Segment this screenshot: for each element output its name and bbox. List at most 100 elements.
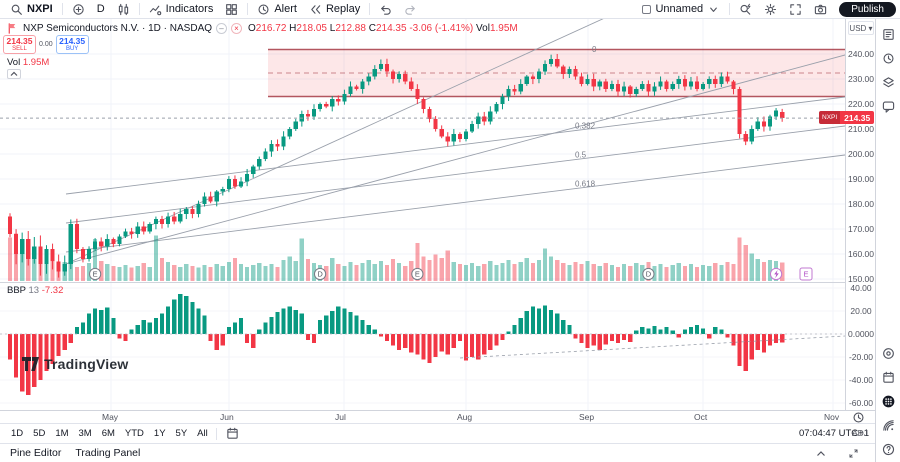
candle-body xyxy=(640,84,645,89)
timeframe-1m[interactable]: 1M xyxy=(50,427,73,440)
steep-trendline-2[interactable] xyxy=(65,51,845,265)
currency-button[interactable]: USD ▾ xyxy=(848,21,874,35)
price-axis[interactable]: USD ▾ 240.00 230.00 220.00 210.00 200.00 190.… xyxy=(845,19,875,410)
bbp-trendline[interactable] xyxy=(459,335,845,359)
adj-button[interactable]: ADJ xyxy=(851,428,869,438)
fib-line-0.618[interactable] xyxy=(65,154,845,253)
apps-button[interactable] xyxy=(880,394,896,410)
undo-button[interactable] xyxy=(373,1,398,17)
calendar-button[interactable] xyxy=(880,370,896,386)
timeframe-ytd[interactable]: YTD xyxy=(120,427,149,440)
screenshot-button[interactable] xyxy=(808,1,833,17)
go-to-date-button[interactable] xyxy=(220,426,245,442)
interval-button[interactable]: D xyxy=(91,1,111,17)
svg-text:D: D xyxy=(646,270,652,279)
hotlists-button[interactable] xyxy=(880,346,896,362)
fib-label: 0.5 xyxy=(575,151,587,160)
clock-text[interactable]: 07:04:47 UTC+1 xyxy=(799,428,869,439)
layout-name-button[interactable]: Unnamed xyxy=(636,1,726,17)
collapse-trade-panel-button[interactable] xyxy=(7,69,21,79)
volume-bar xyxy=(384,264,390,281)
month-label-jun: Jun xyxy=(220,412,234,422)
candle-body xyxy=(147,224,152,232)
volume-bar xyxy=(269,263,274,281)
quick-search-button[interactable] xyxy=(733,1,758,17)
timeframe-1d[interactable]: 1D xyxy=(6,427,28,440)
data-feed-button[interactable] xyxy=(880,418,896,434)
bbp-bar xyxy=(542,305,548,334)
timeframe-all[interactable]: All xyxy=(192,427,213,440)
bbp-bar xyxy=(147,322,152,334)
pine-editor-tab[interactable]: Pine Editor xyxy=(10,447,62,459)
legend-close-button[interactable]: × xyxy=(231,23,243,34)
bbp-bar xyxy=(384,334,390,341)
watchlist-button[interactable] xyxy=(880,27,896,43)
volume-bar xyxy=(463,264,469,281)
bbp-bar xyxy=(494,334,499,346)
timezone-clock-button[interactable] xyxy=(852,411,865,427)
help-button[interactable] xyxy=(880,442,896,458)
sell-button[interactable]: 214.35 SELL xyxy=(3,35,36,54)
bbp-bar xyxy=(117,334,122,339)
chat-button[interactable] xyxy=(880,99,896,115)
buy-button[interactable]: 214.35 BUY xyxy=(55,35,89,54)
candle-body xyxy=(664,81,669,89)
layout-grid-button[interactable] xyxy=(219,1,244,17)
legend-hide-button[interactable]: – xyxy=(216,23,228,34)
event-marker-D[interactable]: D xyxy=(313,267,327,281)
indicators-button[interactable]: Indicators xyxy=(143,1,220,17)
bbp-bar xyxy=(111,317,116,334)
signal-icon xyxy=(882,418,895,431)
timeframe-1y[interactable]: 1Y xyxy=(149,427,171,440)
steep-trendline-1[interactable] xyxy=(65,19,620,265)
candle-body xyxy=(38,246,43,264)
bbp-bar xyxy=(585,334,590,348)
bbp-bar xyxy=(299,313,304,334)
bbp-bar xyxy=(196,308,201,334)
flag-icon[interactable] xyxy=(6,22,19,35)
timeframe-3m[interactable]: 3M xyxy=(74,427,97,440)
alert-button[interactable]: Alert xyxy=(251,1,303,17)
candle-body xyxy=(117,236,122,244)
alerts-button[interactable] xyxy=(880,51,896,67)
redo-button[interactable] xyxy=(398,1,423,17)
fib-line-0.382[interactable] xyxy=(65,96,845,195)
symbol-search-button[interactable]: NXPI xyxy=(4,1,59,17)
symbol-legend[interactable]: NXP Semiconductors N.V. · 1D · NASDAQ – … xyxy=(6,22,518,35)
bbp-bar xyxy=(439,334,444,352)
candle-body xyxy=(360,81,365,89)
chart-style-button[interactable] xyxy=(111,1,136,17)
candle-body xyxy=(269,144,274,152)
time-axis[interactable]: May Jun Jul Aug Sep Oct Nov xyxy=(0,410,875,423)
event-marker-D[interactable]: D xyxy=(642,267,655,281)
event-marker-E[interactable]: E xyxy=(799,267,813,281)
bbp-bar xyxy=(658,329,663,334)
collapse-bottom-button[interactable] xyxy=(810,445,832,461)
volume-bar xyxy=(457,263,463,281)
bbp-bar xyxy=(530,306,535,334)
trading-panel-tab[interactable]: Trading Panel xyxy=(75,447,141,459)
candle-body xyxy=(427,109,432,119)
replay-button[interactable]: Replay xyxy=(303,1,366,17)
bbp-legend[interactable]: BBP 13 -7.32 xyxy=(7,285,64,296)
compare-button[interactable] xyxy=(66,1,91,17)
object-tree-button[interactable] xyxy=(880,75,896,91)
publish-button[interactable]: Publish xyxy=(839,1,896,17)
bbp-tick: -60.00 xyxy=(848,398,874,408)
timeframe-5y[interactable]: 5Y xyxy=(171,427,193,440)
candle-body xyxy=(208,196,213,202)
event-marker-E[interactable]: E xyxy=(89,267,102,281)
maximize-button[interactable] xyxy=(842,445,865,461)
timeframe-5d[interactable]: 5D xyxy=(28,427,50,440)
chart-area[interactable]: 0.382 0.5 0.618 0 E D E D E NXP Semiconductors N… xyxy=(0,19,845,410)
fullscreen-button[interactable] xyxy=(783,1,808,17)
settings-button[interactable] xyxy=(758,1,783,17)
timeframe-6m[interactable]: 6M xyxy=(97,427,120,440)
chart-canvas[interactable]: 0.382 0.5 0.618 0 E D E D E xyxy=(0,19,845,410)
event-marker-E[interactable]: E xyxy=(411,267,424,281)
event-marker-bolt[interactable] xyxy=(769,267,783,281)
month-label-nov: Nov xyxy=(824,412,840,422)
candle-body xyxy=(311,109,317,117)
fib-line-0.5[interactable] xyxy=(65,125,845,224)
candle-body xyxy=(257,159,262,167)
